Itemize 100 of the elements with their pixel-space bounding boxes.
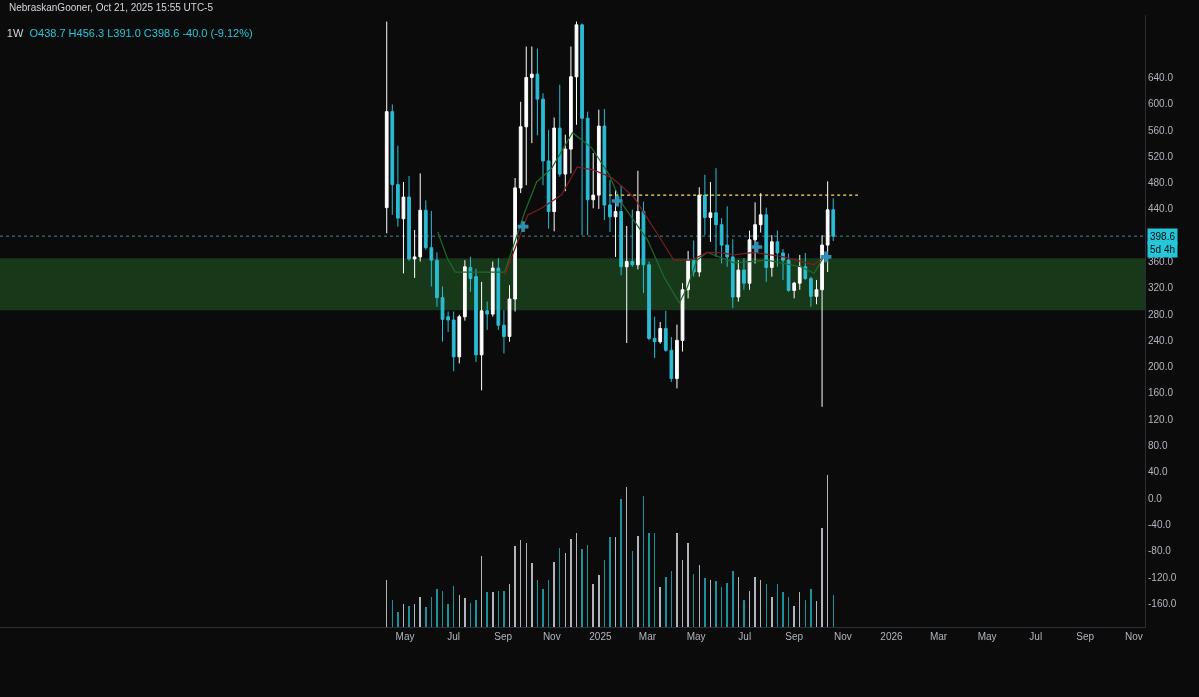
candlestick	[462, 259, 467, 322]
candlestick	[675, 324, 679, 389]
candlestick	[624, 225, 629, 344]
text: O438.7 H456.3 L391.0 C398.6 -40.0 (-9.12%)	[29, 26, 253, 39]
x-tick-label: Sep	[494, 631, 513, 642]
candlestick	[730, 238, 735, 309]
x-tick-label: Mar	[638, 631, 657, 642]
y-tick-label: 600.0	[1148, 98, 1174, 110]
candlestick	[585, 111, 590, 236]
candlestick	[809, 276, 813, 308]
candlestick	[552, 117, 557, 232]
text: NebraskanGooner, Oct 21, 2025 15:55 UTC-5	[9, 2, 214, 13]
candlestick	[702, 174, 707, 236]
candlestick	[652, 316, 657, 359]
y-tick-label: -40.0	[1148, 518, 1172, 530]
y-tick-label: 80.0	[1148, 440, 1168, 452]
candlestick	[490, 261, 495, 318]
candlestick	[775, 230, 780, 268]
x-tick-label: Nov	[833, 631, 852, 642]
candlestick	[647, 261, 651, 341]
candlestick	[792, 281, 797, 299]
candlestick	[535, 48, 540, 136]
x-tick-label: Nov	[542, 631, 561, 642]
candlestick	[714, 167, 718, 258]
y-tick-label: -160.0	[1148, 597, 1177, 609]
x-tick-label: May	[977, 631, 997, 642]
candlestick	[596, 109, 601, 210]
candlestick	[708, 181, 713, 243]
candlestick	[485, 301, 490, 331]
x-tick-label: May	[395, 631, 415, 642]
candlestick	[591, 152, 596, 209]
candlestick	[479, 281, 484, 391]
y-tick-label: 320.0	[1148, 282, 1174, 294]
x-tick-label: Sep	[785, 631, 804, 642]
candlestick	[742, 257, 746, 291]
text: 1W	[6, 26, 24, 39]
y-tick-label: -80.0	[1148, 545, 1172, 557]
candlestick	[636, 170, 640, 270]
candlestick	[396, 145, 400, 228]
candlestick	[736, 259, 741, 303]
y-tick-label: 560.0	[1148, 124, 1174, 136]
candlestick	[457, 314, 462, 364]
candlestick	[468, 256, 473, 293]
candlestick	[825, 180, 830, 273]
y-tick-label: 240.0	[1148, 334, 1174, 346]
y-tick-label: 440.0	[1148, 203, 1174, 215]
candlestick	[502, 309, 506, 355]
candlestick	[758, 192, 763, 234]
y-tick-label: 640.0	[1148, 71, 1174, 83]
candlestick	[658, 321, 663, 345]
candlestick	[764, 207, 769, 283]
candlestick	[608, 179, 612, 233]
x-tick-label: May	[686, 631, 706, 642]
x-tick-label: Mar	[929, 631, 948, 642]
candlestick	[697, 186, 702, 278]
y-tick-label: 40.0	[1148, 466, 1168, 478]
candlestick	[435, 251, 439, 308]
x-tick-label: Jul	[738, 631, 752, 642]
candlestick	[797, 254, 802, 291]
candlestick	[831, 197, 836, 242]
candlestick	[390, 103, 395, 216]
x-tick-label: Jul	[1029, 631, 1043, 642]
point	[517, 221, 529, 233]
candlestick	[613, 189, 618, 258]
candlestick	[803, 252, 808, 281]
candlestick	[407, 175, 411, 262]
point	[751, 241, 763, 253]
candlestick	[546, 129, 551, 230]
candlestick	[619, 184, 624, 276]
x-tick-label: 2026	[880, 631, 903, 642]
candlestick	[602, 108, 607, 221]
y-tick-label: 360.0	[1148, 256, 1174, 268]
y-tick-label: 520.0	[1148, 150, 1174, 162]
candlestick	[580, 23, 584, 236]
ref-line-label: 398.6	[1150, 231, 1176, 242]
point	[820, 251, 832, 263]
y-tick-label: 280.0	[1148, 308, 1174, 320]
candlestick	[641, 201, 646, 294]
x-tick-label: Nov	[1124, 631, 1143, 642]
point	[611, 195, 623, 207]
text: 5d 4h	[1150, 244, 1176, 255]
candlestick	[384, 21, 389, 234]
candlestick	[680, 282, 685, 353]
y-tick-label: 200.0	[1148, 361, 1174, 373]
candlestick	[496, 257, 501, 331]
candlestick	[630, 209, 635, 268]
candlestick	[529, 46, 534, 144]
candlestick	[563, 134, 568, 192]
y-tick-label: 480.0	[1148, 177, 1174, 189]
x-tick-label: 2025	[589, 631, 612, 642]
x-tick-label: Jul	[447, 631, 461, 642]
candlestick	[401, 181, 406, 274]
x-tick-label: Sep	[1076, 631, 1095, 642]
candlestick	[451, 310, 456, 372]
y-tick-label: -120.0	[1148, 571, 1177, 583]
y-tick-label: 120.0	[1148, 413, 1174, 425]
y-tick-label: 160.0	[1148, 387, 1174, 399]
y-tick-label: 0.0	[1148, 492, 1163, 504]
candlestick	[786, 253, 791, 293]
candlestick	[541, 92, 545, 186]
